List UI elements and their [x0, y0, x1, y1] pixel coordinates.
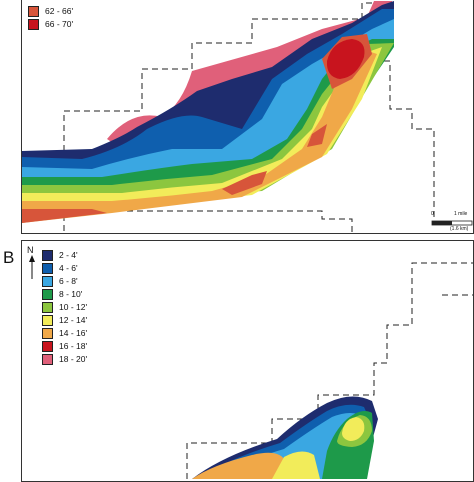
legend-b: 2 - 4' 4 - 6' 6 - 8' 8 - 10' 10 - 12' 12… [42, 249, 87, 366]
legend-swatch [42, 302, 53, 313]
map-panel-a: 62 - 66' 66 - 70' 0 1 mile (1.6 km) [21, 0, 474, 234]
legend-item: 62 - 66' [28, 5, 73, 18]
legend-label: 8 - 10' [59, 289, 83, 300]
legend-label: 12 - 14' [59, 315, 88, 326]
legend-label: 14 - 16' [59, 328, 88, 339]
legend-swatch [42, 250, 53, 261]
north-arrow: N [27, 245, 37, 281]
legend-item: 4 - 6' [42, 262, 87, 275]
legend-item: 18 - 20' [42, 353, 87, 366]
legend-item: 8 - 10' [42, 288, 87, 301]
legend-swatch [42, 315, 53, 326]
legend-item: 2 - 4' [42, 249, 87, 262]
legend-swatch [42, 289, 53, 300]
legend-label: 66 - 70' [45, 19, 74, 30]
study-area-boundary [63, 2, 374, 231]
scale-mile-label: 1 mile [454, 211, 468, 217]
scale-zero-label: 0 [431, 211, 434, 217]
band-orange [22, 49, 377, 223]
legend-item: 66 - 70' [28, 18, 73, 31]
legend-swatch [42, 354, 53, 365]
legend-item: 14 - 16' [42, 327, 87, 340]
north-arrow-icon [29, 255, 35, 279]
band-yellow [342, 417, 365, 441]
scale-km-label: (1.6 km) [450, 226, 469, 232]
band-orange [192, 452, 284, 479]
legend-item: 10 - 12' [42, 301, 87, 314]
legend-item: 16 - 18' [42, 340, 87, 353]
legend-label: 16 - 18' [59, 341, 88, 352]
legend-swatch [42, 328, 53, 339]
study-area-boundary-east [374, 60, 435, 225]
legend-label: 62 - 66' [45, 6, 74, 17]
legend-swatch [28, 19, 39, 30]
band-red [326, 39, 365, 79]
band-yellow [22, 47, 382, 217]
contour-map-b [186, 262, 473, 479]
panel-letter-b: B [3, 248, 15, 267]
legend-swatch [42, 276, 53, 287]
legend-swatch [42, 263, 53, 274]
legend-item: 6 - 8' [42, 275, 87, 288]
scale-bar-fill [432, 221, 452, 225]
map-panel-b: N 2 - 4' 4 - 6' 6 - 8' 8 - 10' 10 - 12' … [21, 240, 474, 482]
contour-map-a [22, 1, 473, 233]
band-yellow-south [272, 451, 320, 479]
study-area-boundary-south [107, 210, 353, 233]
legend-label: 10 - 12' [59, 302, 88, 313]
north-label: N [27, 245, 34, 255]
legend-label: 2 - 4' [59, 250, 78, 261]
legend-label: 18 - 20' [59, 354, 88, 365]
legend-label: 4 - 6' [59, 263, 78, 274]
legend-swatch [42, 341, 53, 352]
legend-swatch [28, 6, 39, 17]
legend-item: 12 - 14' [42, 314, 87, 327]
legend-a: 62 - 66' 66 - 70' [28, 5, 73, 31]
legend-label: 6 - 8' [59, 276, 78, 287]
